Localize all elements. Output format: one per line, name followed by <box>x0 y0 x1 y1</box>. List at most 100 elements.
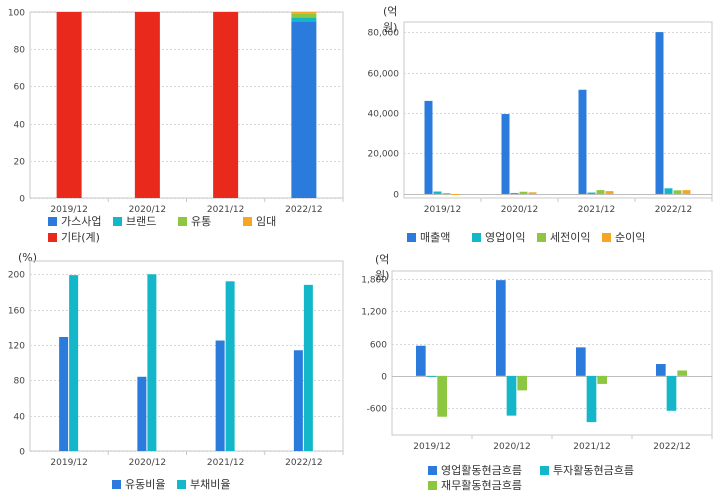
y-tick-label: 80 <box>14 377 26 387</box>
bar <box>416 345 426 376</box>
bar <box>656 364 666 376</box>
x-tick-label: 2022/12 <box>285 205 322 215</box>
x-tick-label: 2019/12 <box>50 458 87 468</box>
bar <box>213 12 239 198</box>
bar <box>673 190 682 194</box>
unit-label: (억원) <box>375 253 390 282</box>
legend-item[interactable]: 영업활동현금흐름 <box>428 462 522 478</box>
bar <box>517 375 527 391</box>
bar <box>666 375 677 411</box>
y-tick-label: 100 <box>8 9 25 19</box>
x-tick-label: 2021/12 <box>207 205 244 215</box>
legend-item[interactable]: 기타(계) <box>48 229 100 245</box>
legend-label: 유동비율 <box>125 478 166 491</box>
legend-label: 유통 <box>191 215 212 228</box>
legend-swatch <box>428 465 437 475</box>
bar <box>225 281 235 451</box>
bar <box>677 370 687 376</box>
x-tick-label: 2021/12 <box>573 442 610 452</box>
y-tick-label: 160 <box>8 307 25 317</box>
bar <box>528 192 537 194</box>
legend-item[interactable]: 순이익 <box>602 229 645 245</box>
y-tick-label: 20,000 <box>368 150 400 160</box>
bar <box>510 192 519 194</box>
bar <box>587 192 596 194</box>
bar <box>501 114 510 194</box>
y-tick-label: 40 <box>14 121 26 131</box>
bar <box>605 191 614 194</box>
y-tick-label: 0 <box>19 195 25 205</box>
x-tick-label: 2022/12 <box>655 205 692 215</box>
y-tick-label: 1,200 <box>361 308 387 318</box>
bar <box>506 375 517 416</box>
legend-label: 매출액 <box>420 231 451 244</box>
legend-swatch <box>428 480 437 490</box>
legend-label: 세전이익 <box>550 231 591 244</box>
bar <box>59 337 69 451</box>
bar <box>303 284 313 451</box>
bar <box>496 280 506 376</box>
bar <box>586 375 597 423</box>
y-tick-label: 600 <box>370 341 387 351</box>
y-tick-label: 80 <box>14 46 26 56</box>
legend-item[interactable]: 임대 <box>243 213 276 229</box>
legend-swatch <box>48 216 57 226</box>
bar <box>426 375 437 377</box>
bar <box>442 193 451 195</box>
bar <box>293 350 303 451</box>
y-tick-label: 1,800 <box>361 276 387 286</box>
y-tick-label: 40 <box>14 413 26 423</box>
legend-swatch <box>178 216 187 226</box>
legend-item[interactable]: 부채비율 <box>177 476 230 492</box>
y-tick-label: 60 <box>14 83 26 93</box>
x-tick-label: 2021/12 <box>578 205 615 215</box>
y-tick-label: 60,000 <box>368 70 400 80</box>
bar <box>291 21 317 198</box>
legend-swatch <box>602 232 611 242</box>
bar <box>664 188 673 194</box>
legend-label: 가스사업 <box>61 215 102 228</box>
legend-label: 투자활동현금흐름 <box>553 464 634 477</box>
y-tick-label: 120 <box>8 342 25 352</box>
y-tick-label: 0 <box>19 448 25 458</box>
legend-item[interactable]: 매출액 <box>407 229 450 245</box>
bar <box>291 12 317 14</box>
bar <box>147 274 157 451</box>
legend-swatch <box>177 479 186 489</box>
legend-item[interactable]: 투자활동현금흐름 <box>540 462 634 478</box>
legend-item[interactable]: 세전이익 <box>537 229 590 245</box>
x-tick-label: 2019/12 <box>50 205 87 215</box>
legend-swatch <box>472 232 481 242</box>
x-tick-label: 2022/12 <box>653 442 690 452</box>
y-tick-label: 20 <box>14 158 26 168</box>
bar <box>655 32 664 194</box>
legend-item[interactable]: 영업이익 <box>472 229 525 245</box>
x-tick-label: 2022/12 <box>285 458 322 468</box>
bar <box>576 347 586 376</box>
legend-item[interactable]: 가스사업 <box>48 213 101 229</box>
legend-swatch <box>243 216 252 226</box>
legend-swatch <box>48 232 57 242</box>
legend-label: 영업이익 <box>485 231 526 244</box>
bar <box>424 100 433 194</box>
y-tick-label: 0 <box>393 191 399 201</box>
bar <box>596 190 605 194</box>
legend-item[interactable]: 브랜드 <box>113 213 156 229</box>
legend-swatch <box>407 232 416 242</box>
legend-item[interactable]: 재무활동현금흐름 <box>428 477 522 493</box>
y-tick-label: 200 <box>8 271 25 281</box>
x-tick-label: 2020/12 <box>129 205 166 215</box>
legend-swatch <box>112 479 121 489</box>
legend-item[interactable]: 유동비율 <box>112 476 165 492</box>
y-tick-label: 40,000 <box>368 110 400 120</box>
bar <box>137 376 147 451</box>
bar <box>215 340 225 451</box>
legend-item[interactable]: 유통 <box>178 213 211 229</box>
x-tick-label: 2020/12 <box>129 458 166 468</box>
legend-label: 임대 <box>256 215 277 228</box>
x-tick-label: 2020/12 <box>501 205 538 215</box>
